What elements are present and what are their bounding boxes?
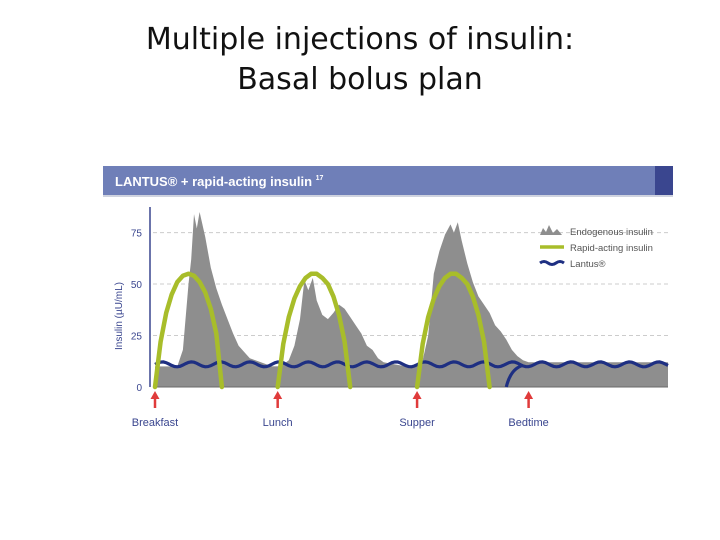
meal-label-supper: Supper [399, 417, 435, 429]
chart-background [100, 160, 675, 435]
meal-label-bedtime: Bedtime [508, 417, 548, 429]
chart-legend: Endogenous insulin Rapid-acting insulin La… [539, 225, 653, 270]
meal-label-lunch: Lunch [263, 417, 293, 429]
legend-label-2: Rapid-acting insulin [570, 243, 653, 254]
legend-swatch-lantus [539, 260, 565, 266]
chart-title: LANTUS® + rapid-acting insulin 17 [115, 174, 324, 189]
baseline-band [155, 366, 668, 388]
slide-title-line-2: Basal bolus plan [237, 62, 483, 97]
rapid-acting-insulin-curves [152, 271, 492, 390]
slide-title: Multiple injections of insulin: Basal bo… [0, 20, 720, 100]
y-axis: 0 25 50 75 [131, 207, 151, 394]
rapid-acting-curve-1 [152, 271, 225, 390]
y-axis-label: Insulin (µU/mL) [114, 282, 125, 350]
y-tick-label-0: 0 [136, 383, 142, 394]
chart-title-bar-end [655, 166, 673, 195]
rapid-acting-curve-2 [275, 271, 353, 390]
lantus-bedtime-rise [504, 363, 524, 388]
meal-markers: Breakfast Lunch Supper Bedtime [132, 391, 549, 429]
legend-label-3: Lantus® [570, 259, 606, 270]
meal-arrow-head-breakfast [150, 391, 160, 399]
lantus-line-path [154, 360, 669, 369]
y-tick-label-25: 25 [131, 332, 143, 343]
y-tick-label-75: 75 [131, 229, 143, 240]
chart-title-bar [103, 166, 655, 195]
meal-arrow-head-lunch [273, 391, 283, 399]
insulin-profile-chart: LANTUS® + rapid-acting insulin 17 0 25 50 7… [100, 160, 675, 435]
y-tick-label-50: 50 [131, 280, 143, 291]
lantus-line [154, 360, 669, 388]
chart-title-text: LANTUS® + rapid-acting insulin [115, 174, 312, 189]
rapid-acting-curve-3 [414, 271, 492, 390]
meal-label-breakfast: Breakfast [132, 417, 178, 429]
chart-title-underline [103, 195, 673, 197]
legend-swatch-endogenous [540, 225, 562, 235]
baseline-band-rect [155, 366, 668, 387]
meal-arrow-head-supper [412, 391, 422, 399]
grid-lines [153, 232, 668, 337]
slide-title-line-1: Multiple injections of insulin: [145, 22, 575, 57]
chart-title-superscript: 17 [316, 175, 324, 182]
meal-arrow-head-bedtime [524, 391, 534, 399]
legend-label-1: Endogenous insulin [570, 227, 653, 238]
